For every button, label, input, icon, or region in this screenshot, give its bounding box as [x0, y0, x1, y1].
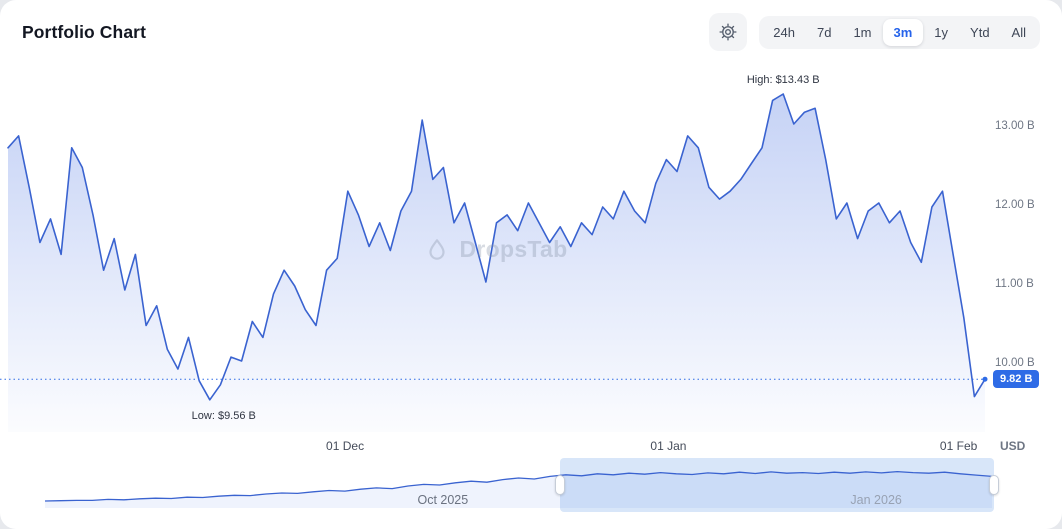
range-button-7d[interactable]: 7d	[806, 19, 842, 46]
y-axis-label: 12.00 B	[995, 199, 1035, 211]
range-button-all[interactable]: All	[1001, 19, 1037, 46]
y-axis-label: 10.00 B	[995, 357, 1035, 369]
range-button-3m[interactable]: 3m	[882, 18, 924, 46]
page-title: Portfolio Chart	[22, 21, 146, 42]
last-price-dot	[982, 376, 988, 382]
range-button-1y[interactable]: 1y	[923, 19, 959, 46]
navigator-label-end: Jan 2026	[850, 493, 902, 507]
navigator-area-fill	[45, 471, 992, 508]
navigator-chart-svg	[44, 470, 993, 508]
chart-header: Portfolio Chart 24h 7d 1m 3m 1y Ytd All	[0, 0, 1062, 64]
high-annotation: High: $13.43 B	[746, 74, 820, 87]
x-axis-label: 01 Dec	[326, 439, 365, 453]
y-axis-label: 11.00 B	[995, 278, 1034, 290]
gear-icon	[719, 23, 737, 41]
settings-button[interactable]	[709, 13, 748, 51]
range-navigator[interactable]: Oct 2025 Jan 2026	[0, 458, 1062, 512]
navigator-label-start: Oct 2025	[417, 493, 469, 507]
x-axis: USD 01 Dec 01 Jan 01 Feb	[0, 436, 1062, 458]
x-axis-label: 01 Feb	[939, 439, 978, 453]
price-chart-svg	[0, 93, 988, 432]
range-button-24h[interactable]: 24h	[762, 19, 806, 46]
range-selector: 24h 7d 1m 3m 1y Ytd All	[759, 15, 1040, 49]
navigator-handle-right[interactable]	[989, 475, 1000, 495]
navigator-handle-left[interactable]	[554, 475, 565, 495]
y-axis-label: 13.00 B	[995, 120, 1035, 132]
navigator-line	[44, 470, 993, 502]
range-button-ytd[interactable]: Ytd	[959, 19, 1001, 46]
low-annotation: Low: $9.56 B	[191, 409, 256, 422]
x-axis-label: 01 Jan	[650, 439, 687, 453]
currency-label: USD	[1000, 439, 1026, 453]
header-controls: 24h 7d 1m 3m 1y Ytd All	[709, 13, 1040, 51]
navigator-selection[interactable]	[559, 458, 995, 512]
price-line	[7, 93, 986, 401]
area-fill	[8, 94, 985, 432]
range-button-1m[interactable]: 1m	[842, 19, 882, 46]
last-price-badge: 9.82 B	[993, 370, 1040, 389]
